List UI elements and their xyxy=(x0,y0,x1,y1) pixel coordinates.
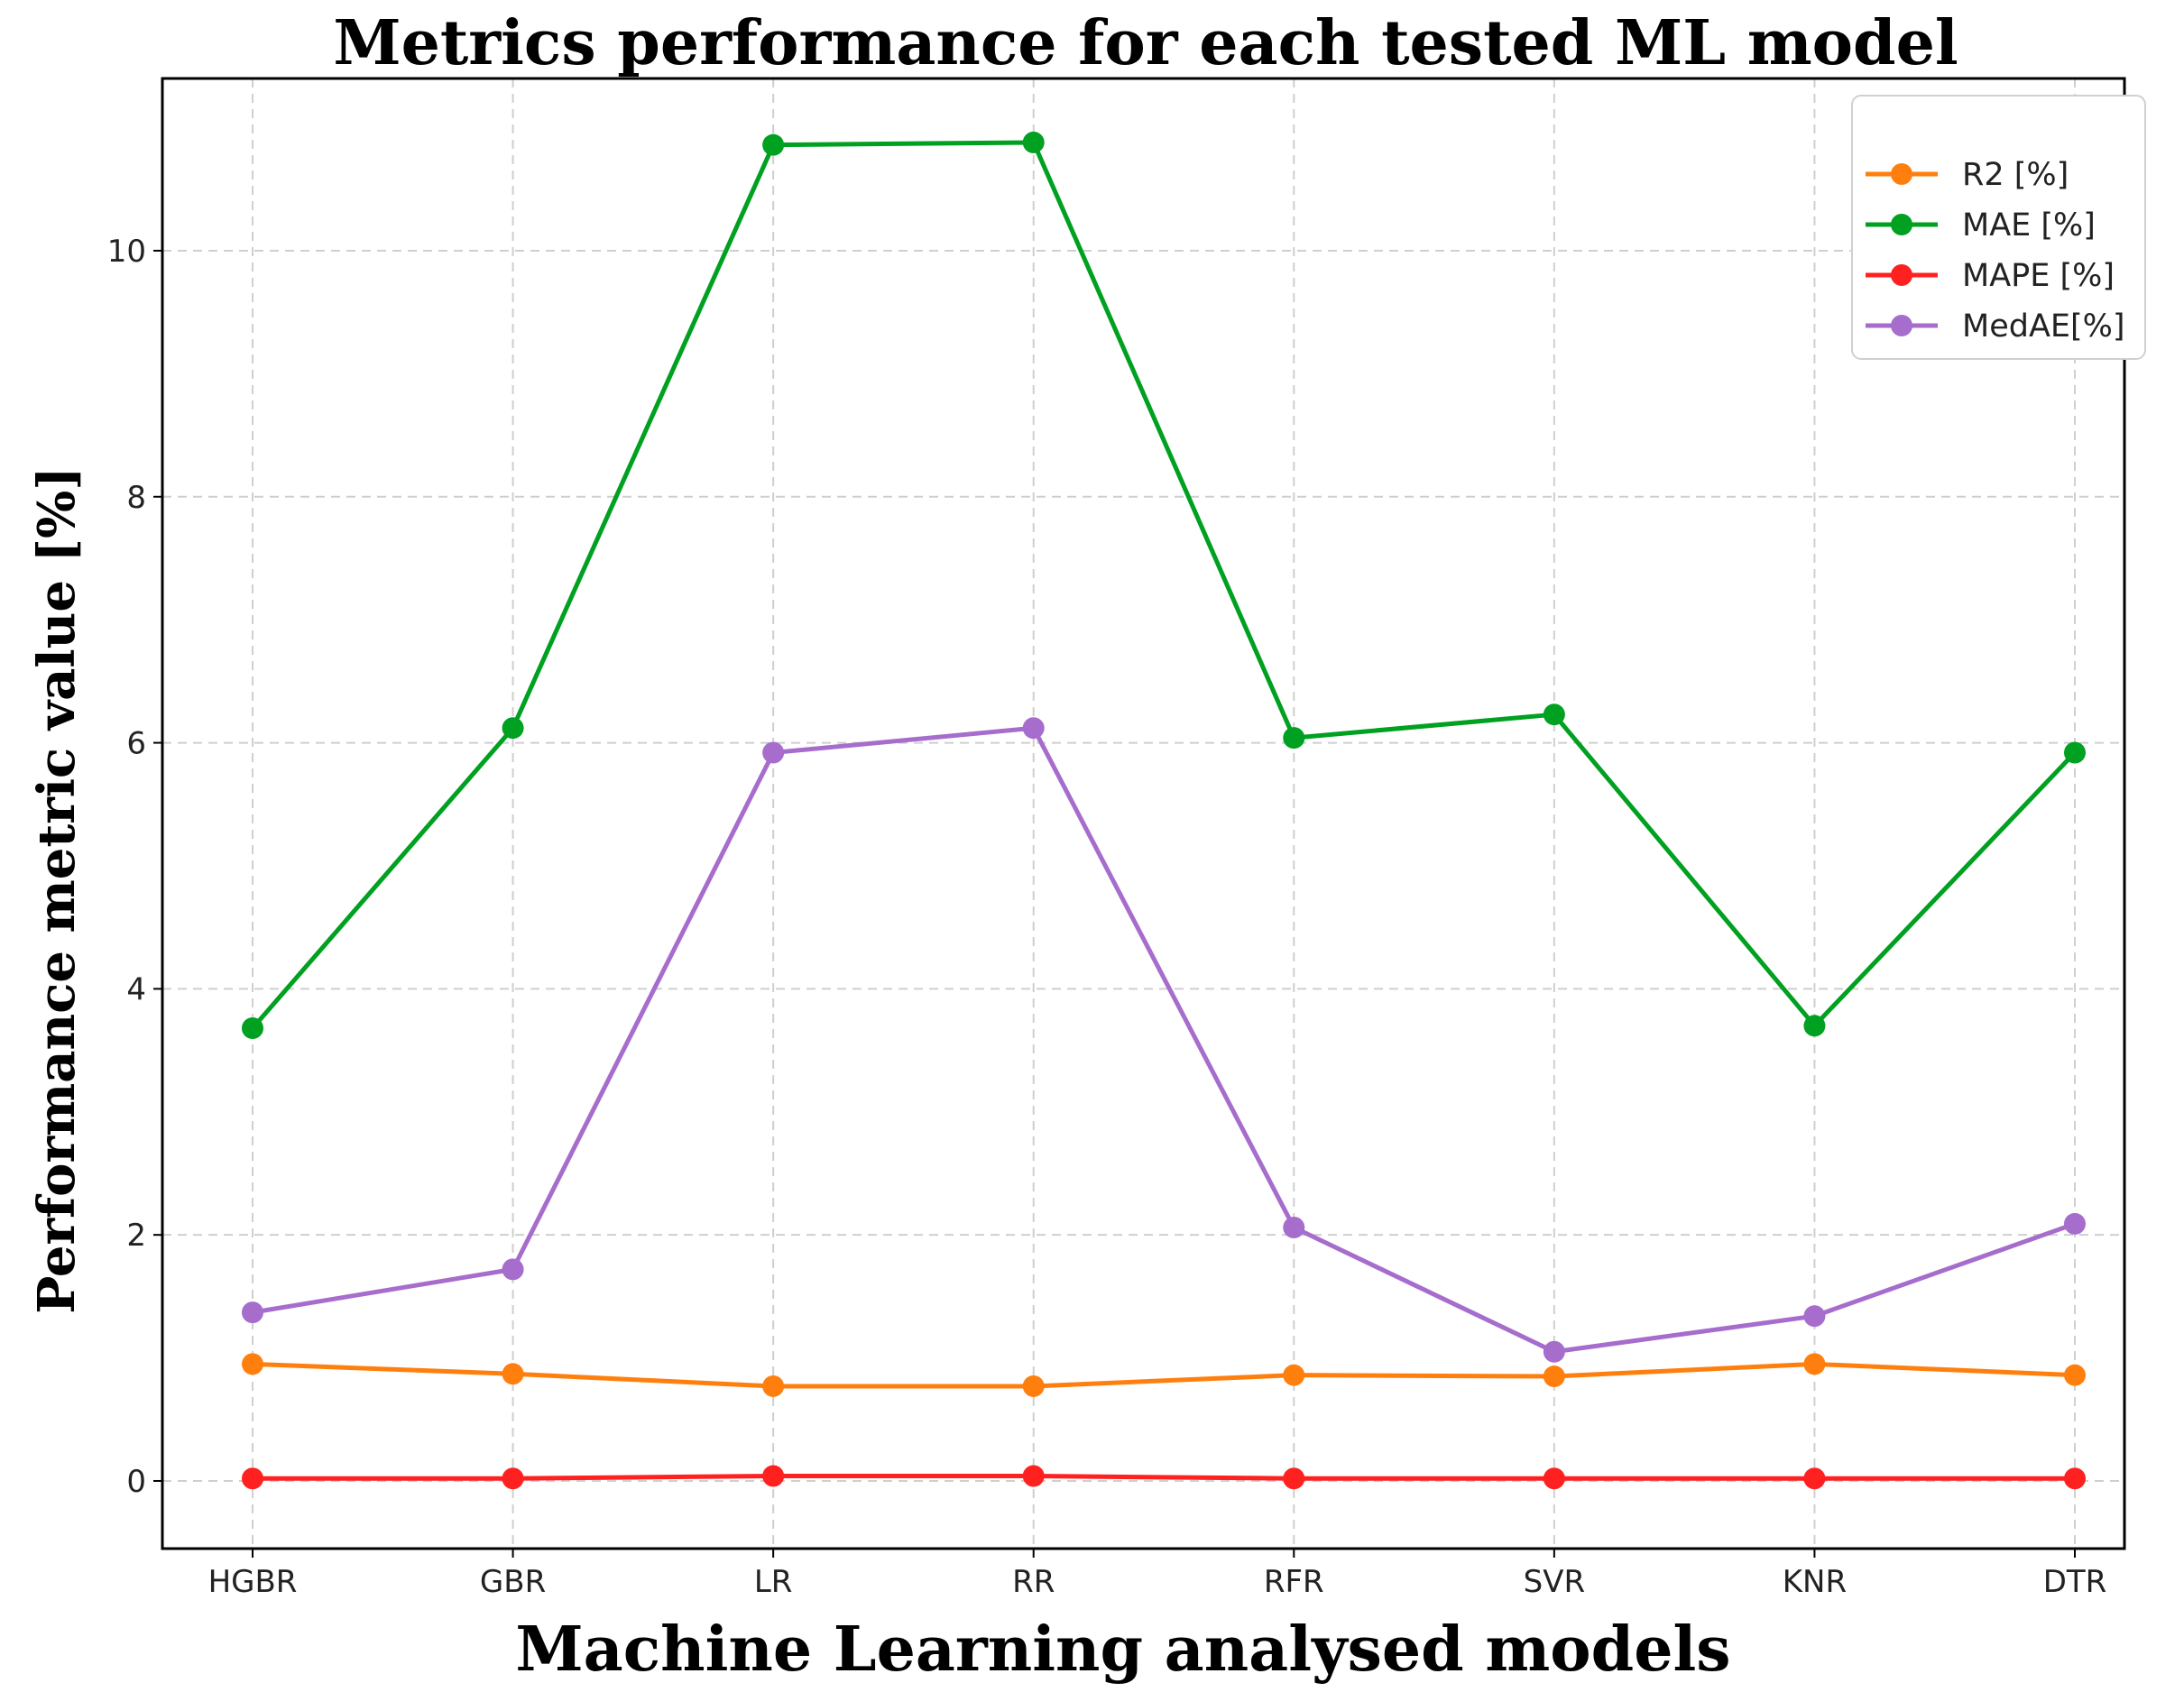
y-tick-label-8: 8 xyxy=(126,480,146,516)
plot-area-frame xyxy=(161,77,2126,1550)
data-point-r2-gbr xyxy=(502,1363,524,1385)
series-medae xyxy=(242,717,2086,1363)
y-tick-label-2: 2 xyxy=(126,1218,146,1254)
legend: R2 [%] MAE [%] MAPE [%] MedAE[%] xyxy=(1851,95,2146,360)
x-tick-label-knr: KNR xyxy=(1783,1564,1847,1600)
x-tick-label-dtr: DTR xyxy=(2043,1564,2107,1600)
data-point-mape-knr xyxy=(1803,1467,1826,1490)
data-point-mae-dtr xyxy=(2064,741,2086,764)
y-axis-ticks: 0 2 4 6 8 10 xyxy=(107,234,162,1500)
data-point-mae-knr xyxy=(1803,1015,1826,1037)
legend-box xyxy=(1851,95,2146,360)
data-point-mape-hgbr xyxy=(242,1467,263,1490)
data-point-medae-knr xyxy=(1803,1305,1826,1328)
data-point-medae-lr xyxy=(762,741,785,764)
data-point-mae-svr xyxy=(1543,703,1565,726)
data-point-medae-gbr xyxy=(502,1258,524,1281)
y-axis-label: Performance metric value [%] xyxy=(27,466,87,1313)
y-tick-label-0: 0 xyxy=(126,1464,146,1500)
x-tick-label-gbr: GBR xyxy=(480,1564,546,1600)
legend-marker-mae xyxy=(1891,214,1912,235)
data-point-r2-dtr xyxy=(2064,1364,2086,1386)
data-point-r2-rr xyxy=(1022,1375,1045,1397)
series-lines xyxy=(242,131,2086,1490)
data-point-mape-svr xyxy=(1543,1467,1565,1490)
data-point-mape-lr xyxy=(762,1465,785,1487)
legend-marker-r2 xyxy=(1891,163,1912,185)
data-point-mae-gbr xyxy=(502,717,524,740)
legend-label-mape: MAPE [%] xyxy=(1962,258,2115,294)
x-tick-label-rfr: RFR xyxy=(1264,1564,1324,1600)
data-point-mape-rr xyxy=(1022,1465,1045,1487)
legend-marker-mape xyxy=(1891,264,1912,286)
series-line-medae xyxy=(252,725,2076,1355)
x-axis-label: Machine Learning analysed models xyxy=(515,1614,1730,1686)
data-point-mae-rfr xyxy=(1283,727,1305,749)
x-tick-label-rr: RR xyxy=(1012,1564,1055,1600)
x-tick-label-lr: LR xyxy=(754,1564,793,1600)
data-point-r2-svr xyxy=(1543,1366,1565,1388)
data-point-medae-dtr xyxy=(2064,1212,2086,1235)
data-point-r2-knr xyxy=(1803,1353,1826,1375)
legend-label-mae: MAE [%] xyxy=(1962,207,2096,244)
data-point-r2-rfr xyxy=(1283,1364,1305,1386)
grid xyxy=(162,78,2124,1549)
data-point-medae-rfr xyxy=(1283,1216,1305,1238)
x-tick-label-hgbr: HGBR xyxy=(208,1564,298,1600)
series-mae xyxy=(242,131,2086,1040)
series-line-mae xyxy=(251,140,2077,1030)
data-point-mae-hgbr xyxy=(242,1017,263,1040)
series-line-mape xyxy=(253,1474,2075,1481)
data-point-r2-lr xyxy=(762,1375,785,1397)
data-point-medae-rr xyxy=(1022,717,1045,740)
data-point-medae-hgbr xyxy=(242,1301,263,1324)
series-mape xyxy=(242,1465,2086,1490)
data-point-mape-dtr xyxy=(2064,1467,2086,1490)
series-r2 xyxy=(242,1353,2086,1397)
data-point-mape-rfr xyxy=(1283,1467,1305,1490)
series-line-r2 xyxy=(252,1361,2076,1389)
data-point-medae-svr xyxy=(1543,1340,1565,1363)
y-tick-label-10: 10 xyxy=(107,234,146,270)
legend-label-r2: R2 [%] xyxy=(1962,157,2069,193)
y-tick-label-6: 6 xyxy=(126,726,146,762)
legend-label-medae: MedAE[%] xyxy=(1962,308,2125,345)
chart-title: Metrics performance for each tested ML m… xyxy=(333,7,1958,79)
data-point-mape-gbr xyxy=(502,1467,524,1490)
x-axis-ticks: HGBR GBR LR RR RFR SVR KNR DTR xyxy=(208,1549,2107,1600)
data-point-r2-hgbr xyxy=(242,1353,263,1375)
y-tick-label-4: 4 xyxy=(126,971,146,1007)
x-tick-label-svr: SVR xyxy=(1524,1564,1585,1600)
data-point-mae-lr xyxy=(762,133,785,156)
legend-marker-medae xyxy=(1891,315,1912,336)
data-point-mae-rr xyxy=(1022,131,1045,153)
